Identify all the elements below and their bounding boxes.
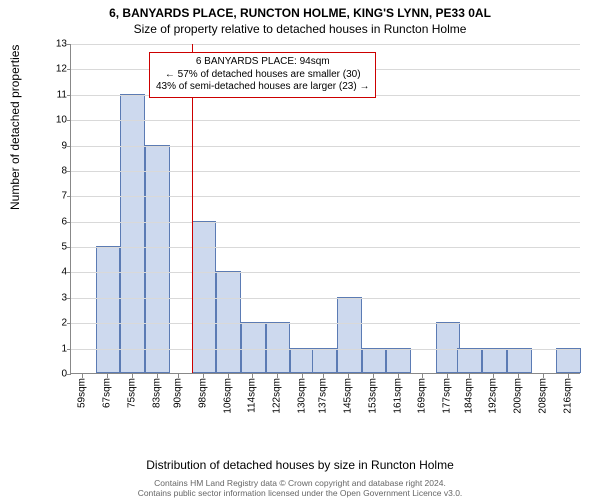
gridline xyxy=(71,349,580,350)
ytick-mark xyxy=(67,323,71,324)
bar xyxy=(482,348,507,373)
ytick-label: 13 xyxy=(51,39,67,50)
gridline xyxy=(71,171,580,172)
ytick-label: 11 xyxy=(51,89,67,100)
bar xyxy=(556,348,581,373)
ytick-label: 2 xyxy=(51,318,67,329)
bar xyxy=(362,348,387,373)
bar xyxy=(266,322,291,373)
ytick-label: 12 xyxy=(51,64,67,75)
plot-area: 0123456789101112136 BANYARDS PLACE: 94sq… xyxy=(70,44,580,374)
bar xyxy=(507,348,532,373)
bar xyxy=(120,94,145,373)
ytick-mark xyxy=(67,272,71,273)
chart-area: 0123456789101112136 BANYARDS PLACE: 94sq… xyxy=(50,44,580,414)
ytick-mark xyxy=(67,298,71,299)
ytick-mark xyxy=(67,374,71,375)
annotation-line3: 43% of semi-detached houses are larger (… xyxy=(156,81,369,94)
bar xyxy=(145,145,170,373)
x-axis-label: Distribution of detached houses by size … xyxy=(0,458,600,472)
gridline xyxy=(71,120,580,121)
ytick-mark xyxy=(67,146,71,147)
ytick-mark xyxy=(67,247,71,248)
ytick-mark xyxy=(67,69,71,70)
bar xyxy=(312,348,337,373)
ytick-mark xyxy=(67,95,71,96)
ytick-label: 6 xyxy=(51,216,67,227)
ytick-label: 3 xyxy=(51,292,67,303)
xtick-label: 122sqm xyxy=(272,378,283,414)
xtick-label: 161sqm xyxy=(392,378,403,414)
annotation-line1: 6 BANYARDS PLACE: 94sqm xyxy=(156,56,369,69)
ytick-mark xyxy=(67,44,71,45)
ytick-label: 8 xyxy=(51,165,67,176)
ytick-label: 0 xyxy=(51,369,67,380)
xtick-label: 83sqm xyxy=(151,378,162,408)
bar xyxy=(192,221,217,373)
ytick-label: 7 xyxy=(51,191,67,202)
xtick-label: 208sqm xyxy=(537,378,548,414)
ytick-label: 1 xyxy=(51,343,67,354)
xtick-label: 177sqm xyxy=(442,378,453,414)
xtick-label: 67sqm xyxy=(102,378,113,408)
ytick-label: 9 xyxy=(51,140,67,151)
y-axis-label: Number of detached properties xyxy=(8,45,22,210)
footer-attribution: Contains HM Land Registry data © Crown c… xyxy=(0,479,600,498)
chart-title-sub: Size of property relative to detached ho… xyxy=(0,20,600,36)
ytick-mark xyxy=(67,120,71,121)
bar xyxy=(457,348,482,373)
ytick-mark xyxy=(67,171,71,172)
gridline xyxy=(71,272,580,273)
xtick-label: 145sqm xyxy=(343,378,354,414)
gridline xyxy=(71,146,580,147)
xtick-label: 216sqm xyxy=(562,378,573,414)
xtick-label: 75sqm xyxy=(126,378,137,408)
ytick-label: 4 xyxy=(51,267,67,278)
xtick-label: 90sqm xyxy=(173,378,184,408)
xtick-label: 153sqm xyxy=(367,378,378,414)
footer-line2: Contains public sector information licen… xyxy=(0,489,600,498)
xtick-label: 59sqm xyxy=(77,378,88,408)
bar xyxy=(96,246,121,373)
gridline xyxy=(71,247,580,248)
ytick-label: 10 xyxy=(51,115,67,126)
xtick-label: 114sqm xyxy=(247,378,258,413)
xtick-label: 98sqm xyxy=(197,378,208,408)
gridline xyxy=(71,44,580,45)
gridline xyxy=(71,323,580,324)
bar xyxy=(241,322,266,373)
xtick-label: 184sqm xyxy=(463,378,474,414)
ytick-mark xyxy=(67,349,71,350)
gridline xyxy=(71,222,580,223)
gridline xyxy=(71,298,580,299)
bar xyxy=(386,348,411,373)
chart-title-main: 6, BANYARDS PLACE, RUNCTON HOLME, KING'S… xyxy=(0,0,600,20)
ytick-mark xyxy=(67,222,71,223)
xtick-label: 130sqm xyxy=(296,378,307,414)
xtick-label: 106sqm xyxy=(222,378,233,414)
annotation-box: 6 BANYARDS PLACE: 94sqm← 57% of detached… xyxy=(149,52,376,98)
ytick-mark xyxy=(67,196,71,197)
xtick-label: 200sqm xyxy=(513,378,524,414)
bar xyxy=(337,297,362,373)
annotation-line2: ← 57% of detached houses are smaller (30… xyxy=(156,69,369,82)
xtick-label: 192sqm xyxy=(488,378,499,414)
ytick-label: 5 xyxy=(51,242,67,253)
gridline xyxy=(71,196,580,197)
xtick-label: 137sqm xyxy=(318,378,329,414)
xtick-label: 169sqm xyxy=(417,378,428,414)
